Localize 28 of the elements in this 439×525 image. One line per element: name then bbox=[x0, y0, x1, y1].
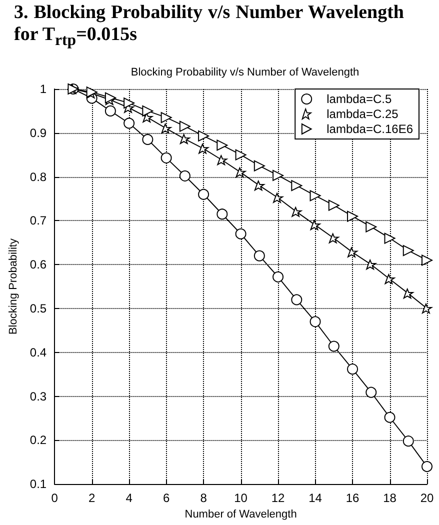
y-tick-label: 0.4 bbox=[30, 345, 47, 360]
y-tick-label: 1 bbox=[40, 82, 47, 96]
x-tick-label: 4 bbox=[126, 491, 133, 506]
legend-label: lambda=C.25 bbox=[326, 107, 399, 121]
chart-subtitle: Blocking Probability v/s Number of Wavelength bbox=[130, 66, 360, 78]
y-tick-label: 0.1 bbox=[30, 477, 47, 492]
y-tick-label: 0.5 bbox=[30, 302, 47, 316]
x-tick-label: 10 bbox=[234, 491, 248, 506]
y-tick-label: 0.2 bbox=[30, 433, 47, 448]
y-tick-label: 0.9 bbox=[30, 126, 47, 140]
x-tick-label: 18 bbox=[383, 491, 397, 506]
x-tick-label: 20 bbox=[420, 491, 434, 506]
y-axis-title: Blocking Probability bbox=[8, 238, 20, 335]
chart-title: 3. Blocking Probability v/s Number Wavelength for T$_{rtp}$=0.015s bbox=[14, 2, 404, 51]
legend-label: lambda=C.5 bbox=[326, 92, 392, 106]
x-tick-label: 8 bbox=[200, 491, 208, 506]
y-tick-label: 0.8 bbox=[30, 170, 47, 184]
x-tick-label: 12 bbox=[271, 491, 286, 506]
y-tick-label: 0.7 bbox=[30, 214, 47, 228]
x-tick-label: 0 bbox=[51, 491, 58, 506]
x-tick-label: 14 bbox=[308, 491, 322, 506]
y-tick-label: 0.6 bbox=[30, 258, 47, 272]
x-tick-label: 6 bbox=[162, 491, 170, 506]
x-axis-title: Number of Wavelength bbox=[184, 508, 297, 520]
x-tick-label: 2 bbox=[88, 491, 96, 506]
legend-label: lambda=C.16E6 bbox=[326, 122, 414, 136]
x-tick-label: 16 bbox=[346, 491, 360, 506]
y-tick-label: 0.3 bbox=[30, 389, 47, 404]
